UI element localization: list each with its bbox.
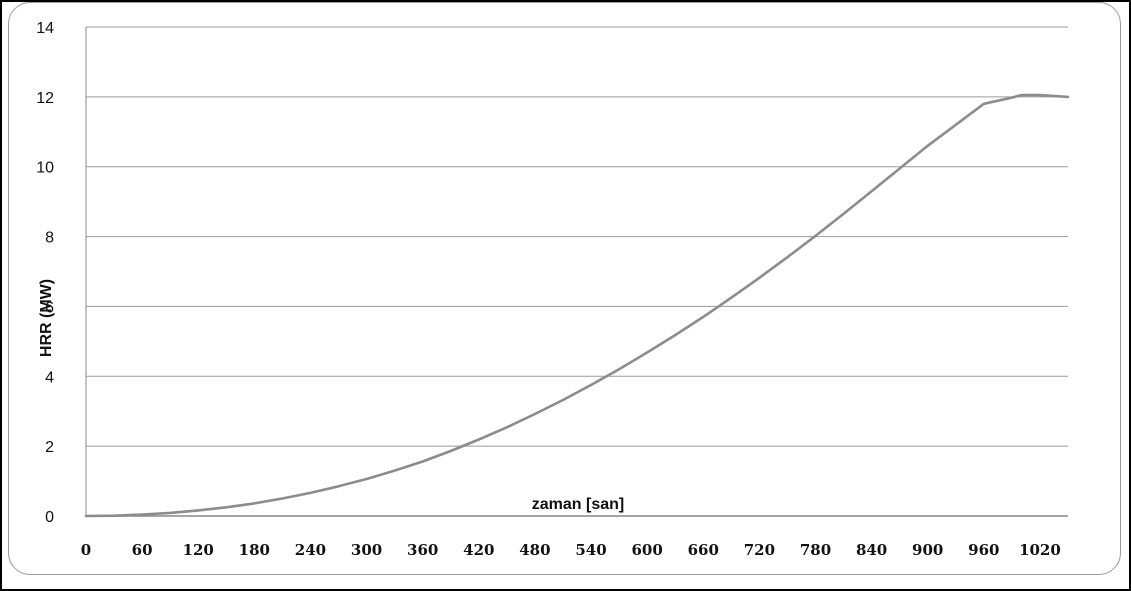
x-tick-label: 900 (912, 541, 943, 559)
x-tick-label: 660 (688, 541, 719, 559)
x-tick-label: 0 (81, 541, 91, 559)
x-tick-label: 720 (744, 541, 775, 559)
x-tick-label: 540 (575, 541, 606, 559)
y-tick-label: 4 (45, 369, 54, 386)
x-tick-labels: 0 60 120 180 240 300 360 420 480 540 600 660 720 780 8… (81, 541, 1061, 559)
x-tick-label: 420 (463, 541, 494, 559)
chart-card (8, 2, 1121, 575)
x-axis-label: zaman [san] (532, 496, 624, 513)
series-lines (84, 93, 1070, 518)
x-tick-label: 240 (295, 541, 326, 559)
x-tick-label: 300 (351, 541, 382, 559)
y-tick-label: 2 (45, 439, 54, 456)
y-tick-label: 10 (36, 160, 54, 177)
gridlines (86, 26, 1068, 447)
y-tick-label: 14 (36, 20, 54, 37)
x-tick-label: 360 (407, 541, 438, 559)
y-tick-labels: 0 2 4 6 8 10 12 14 (36, 20, 54, 526)
x-tick-label: 780 (800, 541, 831, 559)
y-tick-label: 8 (45, 230, 54, 247)
x-tick-label: 600 (631, 541, 662, 559)
x-tick-label: 180 (239, 541, 270, 559)
x-tick-label: 960 (968, 541, 999, 559)
y-tick-label: 12 (36, 90, 54, 107)
x-tick-label: 120 (183, 541, 214, 559)
x-tick-label: 60 (132, 541, 153, 559)
x-tick-label: 840 (856, 541, 887, 559)
y-tick-label: 6 (45, 299, 54, 316)
series-line-0 (84, 93, 1070, 518)
axes (85, 27, 1068, 517)
x-tick-label: 1020 (1019, 541, 1061, 559)
y-tick-label: 0 (45, 509, 54, 526)
x-tick-label: 480 (519, 541, 550, 559)
y-axis-label: HRR (MW) (38, 279, 55, 357)
